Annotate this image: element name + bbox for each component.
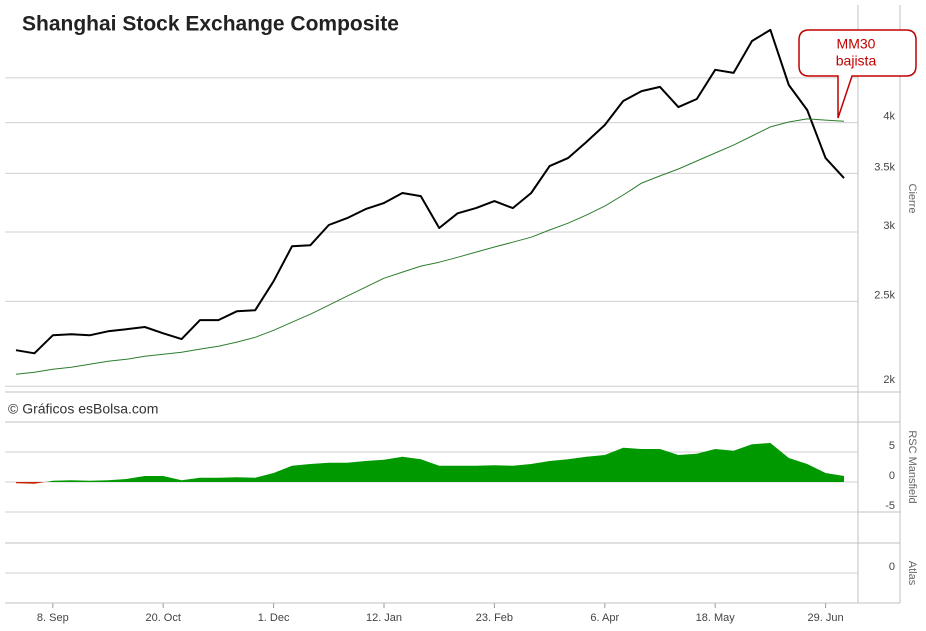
y-tick-label: 0 <box>889 470 895 482</box>
y-tick-label: -5 <box>885 500 895 512</box>
annotation-text: bajista <box>836 53 877 69</box>
price-line <box>15 118 845 375</box>
credit: © Gráficos esBolsa.com <box>8 401 158 417</box>
annotation-box <box>798 29 917 119</box>
y-tick-label: 5 <box>889 440 895 452</box>
x-tick-label: 29. Jun <box>808 612 844 624</box>
y-tick-label: 2k <box>883 374 895 386</box>
x-tick-label: 8. Sep <box>37 612 69 624</box>
annotation-text: MM30 <box>837 36 876 52</box>
y-tick-label: 2.5k <box>874 289 895 301</box>
y-tick-label: 3.5k <box>874 161 895 173</box>
y-axis-label: Cierre <box>906 184 918 214</box>
x-tick-label: 6. Apr <box>590 612 619 624</box>
x-tick-label: 23. Feb <box>476 612 513 624</box>
y-tick-label: 4k <box>883 111 895 123</box>
y-tick-label: 3k <box>883 220 895 232</box>
y-axis-label: RSC Mansfield <box>906 430 918 503</box>
x-tick-label: 12. Jan <box>366 612 402 624</box>
y-tick-label: 0 <box>889 561 895 573</box>
y-axis-label: Atlas <box>906 561 918 586</box>
price-line <box>15 28 845 355</box>
x-tick-label: 20. Oct <box>145 612 180 624</box>
area-positive <box>16 443 844 482</box>
chart-title: Shanghai Stock Exchange Composite <box>22 13 399 36</box>
x-tick-label: 1. Dec <box>258 612 290 624</box>
x-tick-label: 18. May <box>696 612 736 624</box>
